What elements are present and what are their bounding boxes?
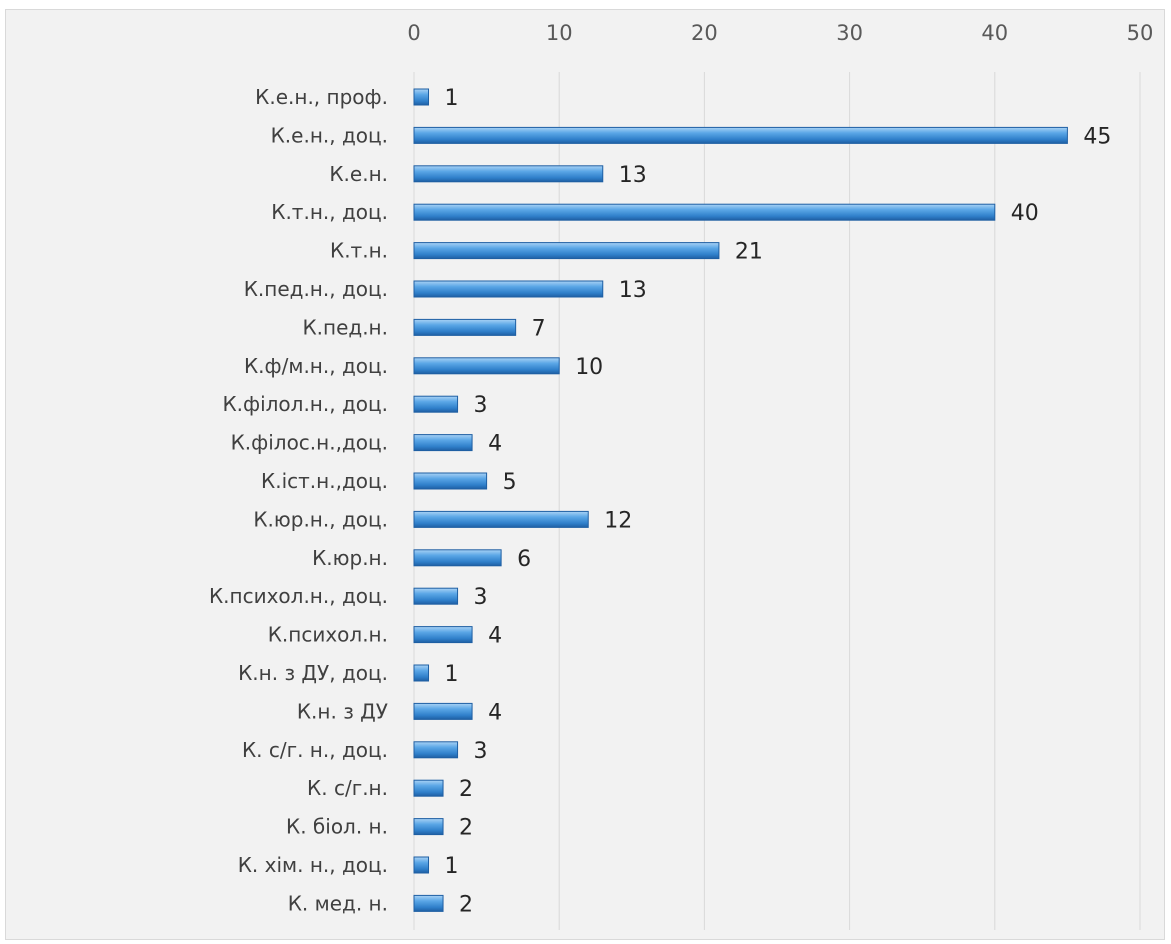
category-label: К.ф/м.н., доц.	[244, 354, 388, 378]
category-label: К.психол.н.	[268, 623, 388, 647]
category-label: К.філос.н.,доц.	[231, 431, 388, 455]
x-tick-label: 0	[407, 21, 420, 45]
chart-frame	[5, 9, 1165, 940]
bar	[413, 434, 473, 452]
data-label: 4	[488, 624, 502, 649]
x-axis-ticks: 0 10 20 30 40 50	[407, 21, 1153, 45]
data-label: 2	[459, 777, 473, 802]
category-labels: К.е.н., проф. К.е.н., доц. К.е.н. К.т.н., д…	[209, 85, 388, 915]
bar	[413, 626, 473, 644]
data-label: 1	[445, 86, 459, 111]
data-label: 7	[532, 316, 546, 341]
bar	[413, 203, 996, 221]
data-label: 2	[459, 816, 473, 841]
category-label: К.н. з ДУ	[297, 699, 388, 723]
data-label: 3	[474, 585, 488, 610]
bar	[413, 779, 444, 797]
data-label: 4	[488, 432, 502, 457]
x-tick-label: 20	[691, 21, 718, 45]
bar	[413, 88, 430, 106]
data-label: 3	[474, 393, 488, 418]
data-label: 2	[459, 892, 473, 917]
category-label: К.т.н.	[330, 239, 388, 263]
data-label: 12	[604, 508, 632, 533]
data-label: 4	[488, 700, 502, 725]
data-label: 6	[517, 547, 531, 572]
data-label: 13	[619, 278, 647, 303]
bar	[413, 702, 473, 720]
data-label: 3	[474, 739, 488, 764]
data-label: 40	[1011, 201, 1039, 226]
category-label: К.е.н., доц.	[271, 123, 388, 147]
data-label: 5	[503, 470, 517, 495]
category-label: К.т.н., доц.	[271, 200, 388, 224]
data-label: 1	[445, 662, 459, 687]
category-label: К.н. з ДУ, доц.	[238, 661, 388, 685]
category-label: К. хім. н., доц.	[238, 853, 388, 877]
category-label: К.пед.н., доц.	[244, 277, 388, 301]
bar	[413, 126, 1068, 144]
category-label: К. мед. н.	[288, 891, 388, 915]
category-label: К. біол. н.	[286, 815, 388, 839]
x-tick-label: 40	[981, 21, 1008, 45]
x-tick-label: 10	[546, 21, 573, 45]
bars	[413, 88, 1068, 912]
x-tick-label: 30	[836, 21, 863, 45]
bar	[413, 472, 488, 490]
data-label: 13	[619, 163, 647, 188]
category-label: К.юр.н.	[312, 546, 388, 570]
data-label: 45	[1083, 124, 1111, 149]
category-label: К.юр.н., доц.	[253, 507, 388, 531]
category-label: К.е.н., проф.	[255, 85, 388, 109]
bar	[413, 357, 560, 375]
bar	[413, 549, 502, 567]
bar	[413, 741, 459, 759]
bar	[413, 395, 459, 413]
bar	[413, 280, 604, 298]
bar	[413, 242, 720, 260]
category-label: К.е.н.	[329, 162, 388, 186]
bar	[413, 894, 444, 912]
category-label: К.філол.н., доц.	[222, 392, 388, 416]
bar	[413, 165, 604, 183]
category-label: К.іст.н.,доц.	[261, 469, 388, 493]
category-label: К.психол.н., доц.	[209, 584, 388, 608]
data-label: 10	[575, 355, 603, 380]
x-tick-label: 50	[1127, 21, 1154, 45]
bar	[413, 587, 459, 605]
bar	[413, 318, 517, 336]
bar	[413, 818, 444, 836]
category-label: К. с/г. н., доц.	[242, 738, 388, 762]
category-label: К.пед.н.	[302, 315, 388, 339]
data-label: 1	[445, 854, 459, 879]
category-label: К. с/г.н.	[307, 776, 388, 800]
bar	[413, 856, 430, 874]
data-label: 21	[735, 240, 763, 265]
bar	[413, 510, 589, 528]
bar	[413, 664, 430, 682]
